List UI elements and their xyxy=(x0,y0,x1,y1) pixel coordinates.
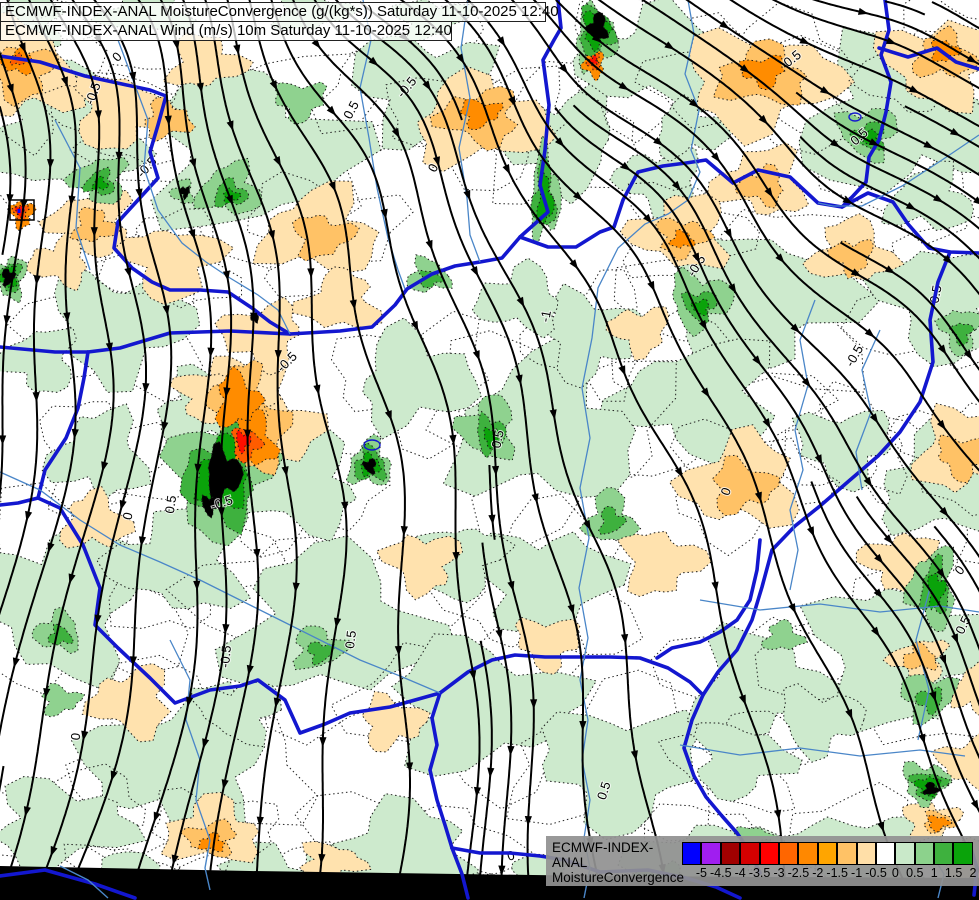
legend-tick: -2 xyxy=(812,866,824,880)
legend-color-cell xyxy=(778,842,799,865)
contour-label: 0 xyxy=(68,732,84,741)
legend-color-cell xyxy=(953,842,973,865)
legend-tick: -4.5 xyxy=(710,866,732,880)
legend-color-cell xyxy=(837,842,857,865)
contour-label: 0.5 xyxy=(162,494,179,514)
country-borders xyxy=(0,0,979,875)
legend-color-cell xyxy=(914,842,935,865)
contour-label: -0.5 xyxy=(217,645,234,669)
legend-tick: 1.5 xyxy=(944,866,963,880)
legend-color-cell xyxy=(817,842,838,865)
legend-color-cell xyxy=(740,842,760,865)
legend-tick: 0.5 xyxy=(906,866,924,880)
legend-tick: -0.5 xyxy=(865,866,887,880)
legend-color-cell xyxy=(798,842,818,865)
legend-color-cell xyxy=(934,842,954,865)
legend-tick: 1 xyxy=(930,866,938,880)
bottom-bar xyxy=(0,866,979,900)
legend-tick: -3.5 xyxy=(748,866,771,880)
legend-color-cell xyxy=(720,842,741,865)
legend-tick: 0 xyxy=(891,866,899,880)
legend-model-label: ECMWF-INDEX-ANAL xyxy=(552,840,654,870)
legend-color-cell xyxy=(856,842,876,865)
legend-color-cell xyxy=(895,842,915,865)
contour-label: -1 xyxy=(537,309,554,323)
legend-colorbar xyxy=(682,842,973,865)
legend-panel: ECMWF-INDEX-ANAL MoistureConvergence g/(… xyxy=(546,836,979,900)
legend-color-cell xyxy=(875,842,896,865)
legend-tick: -1.5 xyxy=(826,866,848,880)
legend-color-cell xyxy=(759,842,779,865)
legend-tick: 2 xyxy=(969,866,977,880)
legend-text-block: ECMWF-INDEX-ANAL MoistureConvergence g/(… xyxy=(552,840,685,900)
legend-units-label: g/(kg*s) xyxy=(593,885,641,900)
contour-label: 0.5 xyxy=(594,780,614,802)
map-title-wind: ECMWF-INDEX-ANAL Wind (m/s) 10m Saturday… xyxy=(0,21,452,41)
legend-tick: -1 xyxy=(851,866,863,880)
legend-tick: -3 xyxy=(773,866,785,880)
legend-tick: -2.5 xyxy=(787,866,810,880)
contour-label: 0.5 xyxy=(342,630,359,650)
legend-parameter-label: MoistureConvergence xyxy=(552,870,685,885)
legend-color-cell xyxy=(682,842,702,865)
legend-color-cell xyxy=(701,842,721,865)
legend-tick: -5 xyxy=(695,866,707,880)
legend-tick: -4 xyxy=(734,866,746,880)
map-title-moisture-convergence: ECMWF-INDEX-ANAL MoistureConvergence (g/… xyxy=(0,2,559,22)
